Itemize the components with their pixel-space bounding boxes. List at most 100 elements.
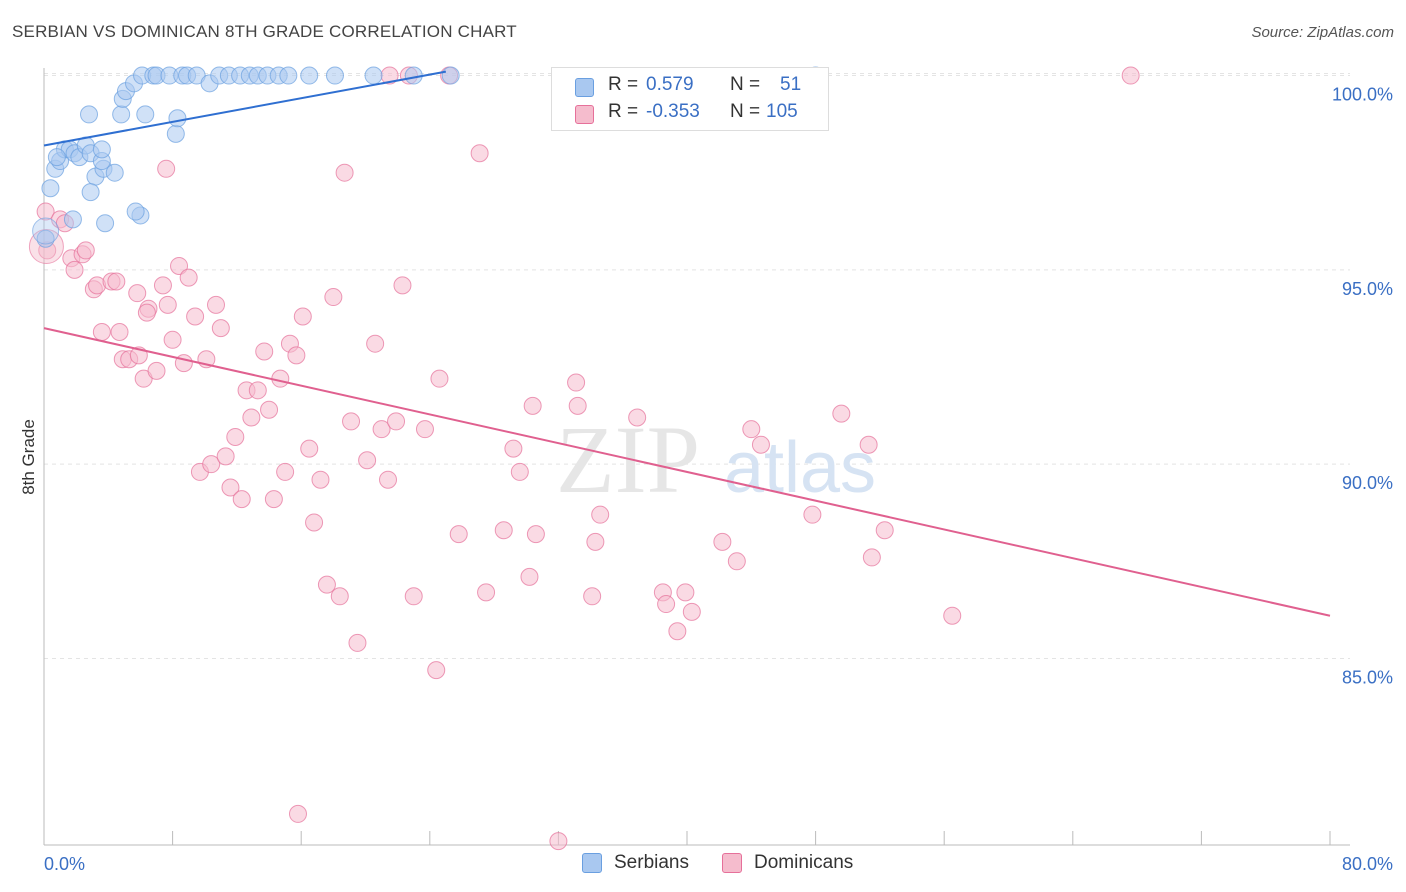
data-point-dominican [300, 439, 319, 458]
data-point-dominican [158, 295, 177, 314]
data-point-serbian [279, 66, 298, 85]
data-point-dominican [305, 513, 324, 532]
data-point-dominican [358, 451, 377, 470]
legend-n-label: N = [730, 101, 761, 122]
watermark-atlas: atlas [724, 428, 876, 508]
legend-swatch-serbians [575, 78, 594, 97]
data-point-serbian [80, 105, 99, 124]
data-point-dominican [317, 575, 336, 594]
grid-lines [44, 73, 1350, 659]
data-point-serbian [325, 66, 344, 85]
data-point-dominican [415, 420, 434, 439]
y-tick-label: 85.0% [1342, 667, 1393, 687]
data-point-dominican [875, 521, 894, 540]
data-point-dominican [832, 404, 851, 423]
data-point-serbian [364, 66, 383, 85]
data-point-dominican [221, 478, 240, 497]
data-point-dominican [248, 381, 267, 400]
data-point-dominican [742, 420, 761, 439]
legend-swatch-dominicans [575, 105, 594, 124]
data-point-serbian [81, 183, 100, 202]
data-point-dominican [470, 144, 489, 163]
data-point-dominican [523, 396, 542, 415]
data-point-dominican [264, 490, 283, 509]
zipatlas-watermark: ZIP atlas [556, 406, 876, 513]
data-point-serbian [92, 140, 111, 159]
data-point-dominican [366, 334, 385, 353]
legend-swatch-dominicans [722, 853, 742, 873]
data-point-serbian [32, 217, 60, 245]
data-point-dominican [494, 521, 513, 540]
data-point-dominican [859, 435, 878, 454]
data-point-dominican [727, 552, 746, 571]
data-point-serbian [63, 210, 82, 229]
y-tick-label: 100.0% [1332, 85, 1393, 105]
series-serbians [32, 66, 825, 248]
data-point-serbian [136, 105, 155, 124]
data-point-serbian [300, 66, 319, 85]
data-point-dominican [342, 412, 361, 431]
data-point-dominican [324, 288, 343, 307]
data-point-dominican [713, 532, 732, 551]
legend-swatch-serbians [582, 853, 602, 873]
data-point-dominican [657, 595, 676, 614]
data-point-dominican [504, 439, 523, 458]
data-point-dominican [207, 295, 226, 314]
data-point-dominican [586, 532, 605, 551]
source-label: Source: ZipAtlas.com [1251, 24, 1394, 41]
data-point-dominican [583, 587, 602, 606]
data-point-dominican [232, 490, 251, 509]
data-point-dominican [202, 455, 221, 474]
data-point-dominican [1121, 66, 1140, 85]
data-point-serbian [47, 148, 66, 167]
data-point-serbian [112, 105, 131, 124]
data-point-dominican [477, 583, 496, 602]
data-point-dominican [335, 163, 354, 182]
data-point-dominican [404, 587, 423, 606]
series-dominicans [28, 66, 1140, 851]
data-point-dominican [107, 272, 126, 291]
legend-n-value: 105 [766, 101, 798, 122]
data-point-dominican [330, 587, 349, 606]
data-point-dominican [803, 505, 822, 524]
data-point-dominican [147, 361, 166, 380]
data-point-dominican [348, 633, 367, 652]
data-point-serbian [41, 179, 60, 198]
data-point-dominican [226, 427, 245, 446]
data-point-dominican [76, 241, 95, 260]
chart-title: SERBIAN VS DOMINICAN 8TH GRADE CORRELATI… [12, 22, 517, 41]
legend-n-value: 51 [780, 74, 802, 95]
data-point-dominican [751, 435, 770, 454]
data-point-dominican [393, 276, 412, 295]
data-point-dominican [311, 470, 330, 489]
data-point-serbian [168, 109, 187, 128]
y-tick-label: 90.0% [1342, 473, 1393, 493]
data-point-dominican [276, 462, 295, 481]
data-point-dominican [242, 408, 261, 427]
legend-label-dominicans: Dominicans [754, 852, 854, 873]
data-point-dominican [216, 447, 235, 466]
data-point-dominican [510, 462, 529, 481]
data-point-dominican [676, 583, 695, 602]
data-point-dominican [682, 602, 701, 621]
data-point-dominican [567, 373, 586, 392]
legend-label-serbians: Serbians [614, 852, 689, 873]
data-point-dominican [179, 268, 198, 287]
data-point-dominican [427, 661, 446, 680]
data-point-dominican [943, 606, 962, 625]
data-point-dominican [260, 400, 279, 419]
data-point-dominican [549, 832, 568, 851]
legend-r-label: R = [608, 101, 639, 122]
data-point-dominican [110, 323, 129, 342]
data-point-dominican [92, 323, 111, 342]
data-point-dominican [526, 525, 545, 544]
legend-r-value: 0.579 [646, 74, 694, 95]
data-point-dominican [430, 369, 449, 388]
tick-labels: 85.0% 90.0% 95.0% 100.0% 0.0% 80.0% [44, 85, 1393, 874]
data-point-dominican [379, 470, 398, 489]
legend-r-value: -0.353 [646, 101, 700, 122]
data-point-dominican [186, 307, 205, 326]
data-point-dominican [36, 202, 55, 221]
data-point-dominican [520, 567, 539, 586]
